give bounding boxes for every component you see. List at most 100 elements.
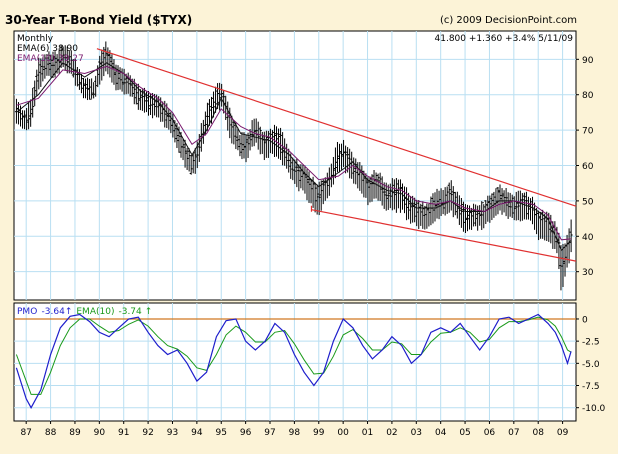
price-bar [246,132,250,158]
price-bar [59,45,63,69]
price-y-tick-label: 30 [582,268,594,278]
price-grid [14,31,576,300]
price-bar [392,179,396,210]
price-bar [254,118,258,143]
price-bar [569,219,573,253]
x-tick-label: 89 [69,428,81,438]
pmo-line [15,313,572,409]
x-tick-label: 95 [216,428,227,438]
price-bar [155,94,159,118]
price-bar [212,91,216,118]
price-bar [183,139,187,168]
x-tick-label: 87 [20,428,31,438]
price-bar [447,182,451,213]
x-tick-label: 09 [557,428,569,438]
chart-title: 30-Year T-Bond Yield ($TYX) [5,13,192,27]
price-bar [516,190,520,221]
pmo-ema-line [15,316,572,395]
price-bar [116,65,120,91]
x-tick-label: 88 [45,428,57,438]
price-bar [88,78,92,100]
x-tick-label: 90 [94,428,106,438]
price-bar [258,126,262,155]
price-bar [512,196,516,221]
quote-readout: 41.800 +1.360 +3.4% 5/11/09 [435,34,574,44]
price-bar [153,93,157,116]
price-bar [342,139,346,167]
price-bar [289,153,293,179]
x-tick-label: 93 [167,428,178,438]
price-bar [366,177,370,206]
price-bar [122,68,126,95]
pmo-legend: PMO -3.64↑ EMA(10) -3.74 ↑ [17,307,152,317]
pmo-ema-legend-label: EMA(10) [76,307,114,317]
price-bar [57,50,61,74]
price-bar [514,191,518,221]
x-tick-label: 02 [386,428,397,438]
x-tick-label: 96 [240,428,252,438]
price-bar [33,80,37,107]
price-bar [185,147,189,170]
price-bar [384,182,388,211]
ema10-line [16,65,572,241]
pmo-ema-up-arrow-icon: ↑ [145,307,153,317]
price-bar [468,205,472,230]
price-bar [409,195,413,224]
price-bar [25,108,29,131]
price-bar [102,46,106,77]
price-bar [84,78,88,99]
price-lines [16,48,577,262]
price-bar [445,186,449,214]
price-bar [478,205,482,226]
price-bar [244,134,248,163]
price-bar [266,130,270,158]
x-tick-label: 92 [142,428,153,438]
price-bar [43,54,47,79]
price-bar [75,67,79,87]
price-bar [147,91,151,116]
price-bar [421,201,425,229]
pmo-grid [14,303,576,421]
lower-trendline [311,209,577,262]
pmo-ema-legend-value: -3.74 [118,307,142,317]
price-bar [528,198,532,221]
x-tick-label: 01 [362,428,373,438]
price-bar [390,178,394,211]
x-tick-label: 06 [484,428,496,438]
x-tick-label: 04 [435,428,447,438]
price-bar [220,83,224,107]
price-bar [287,148,291,173]
price-bar [73,59,77,86]
price-bar [45,54,49,76]
ema10-legend: EMA(10) 39.27 [17,54,84,64]
price-bar [463,204,467,234]
copyright-label: (c) 2009 DecisionPoint.com [440,15,577,26]
ema6-legend-label: EMA(6) [17,44,49,54]
price-bar [415,199,419,227]
ema6-legend: EMA(6) 38.90 [17,44,78,54]
price-bar [230,115,234,144]
price-bar [386,184,390,210]
price-bar [543,213,547,241]
price-bar [167,108,171,130]
price-bar [522,192,526,220]
price-bar [356,162,360,189]
price-bar [396,179,400,209]
price-y-tick-label: 50 [582,197,594,207]
price-bar [79,73,83,94]
price-bar [344,145,348,174]
price-bar [189,155,193,175]
price-bar [100,49,104,81]
price-bar [262,131,266,161]
x-tick-label: 07 [508,428,519,438]
price-bars [14,41,573,291]
price-bar [315,184,319,215]
price-bar [496,187,500,215]
ema6-legend-value: 38.90 [52,44,78,54]
price-bar [142,87,146,113]
price-bar [449,180,453,211]
price-bar [323,177,327,201]
price-bar [394,177,398,213]
